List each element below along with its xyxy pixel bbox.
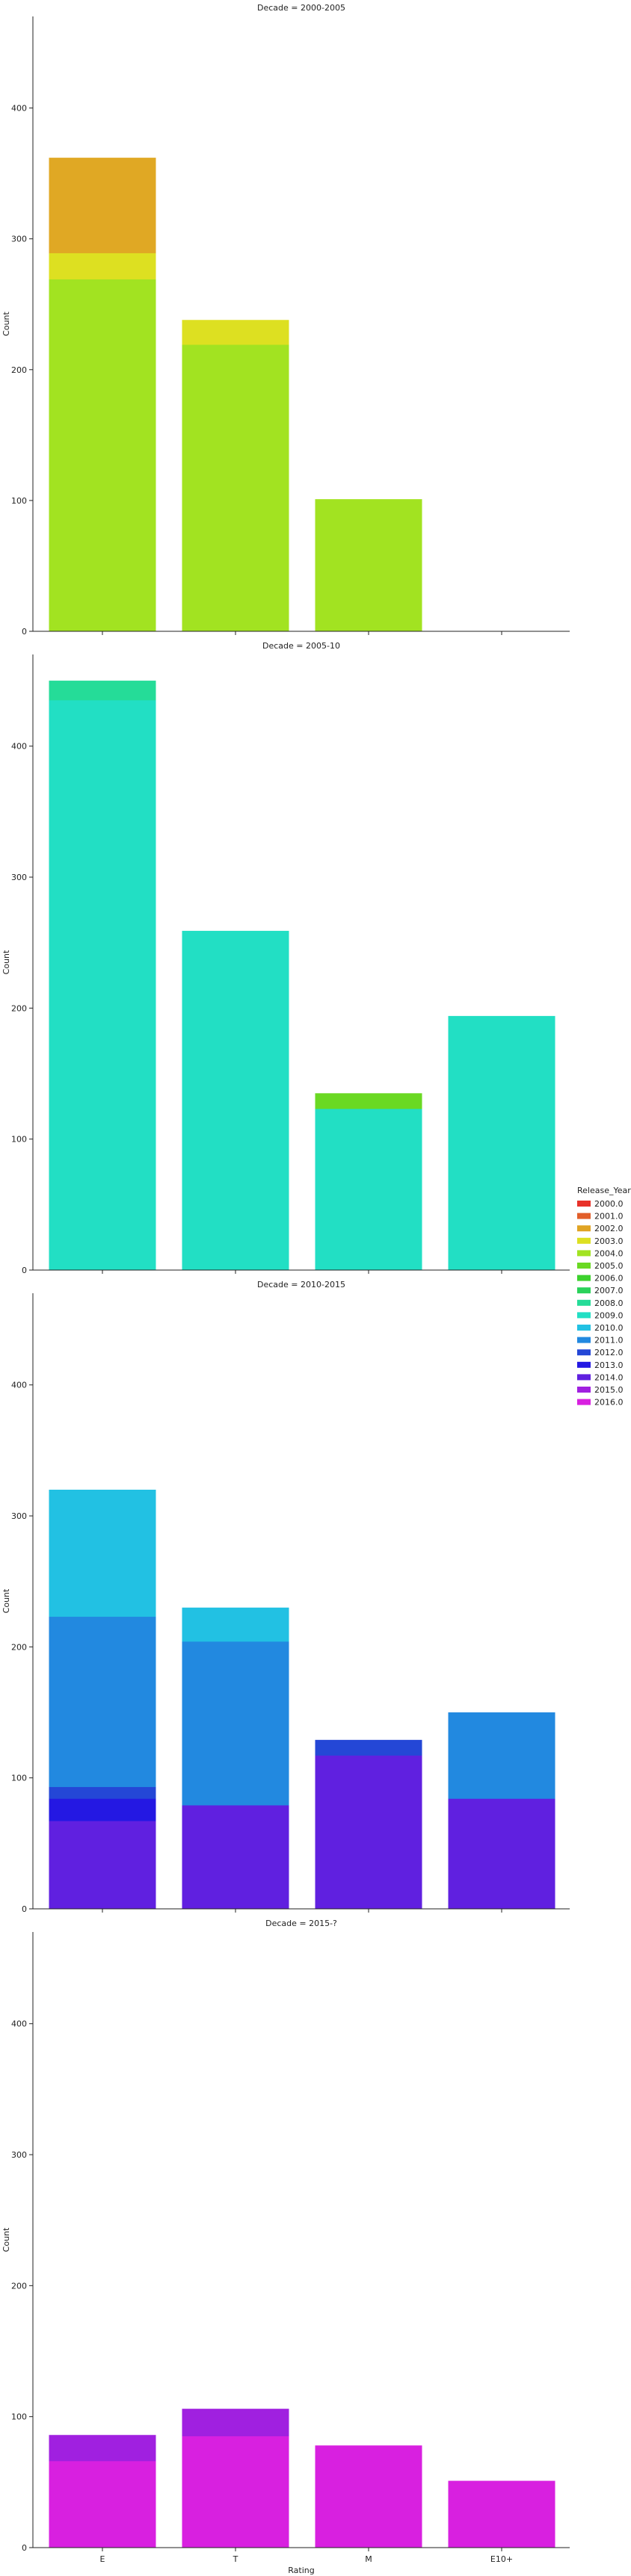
bar-2-T-2014.0 (182, 1805, 289, 1909)
bar-0-E-2004.0 (49, 279, 156, 631)
legend-swatch-2000.0 (577, 1201, 591, 1207)
legend-label-2006.0: 2006.0 (594, 1274, 624, 1284)
y-tick-label-2-100: 100 (11, 1774, 27, 1783)
y-tick-label-3-0: 0 (22, 2543, 27, 2553)
legend-label-2002.0: 2002.0 (594, 1224, 624, 1233)
legend-label-2010.0: 2010.0 (594, 1323, 624, 1333)
x-tick-label-T: T (233, 2554, 238, 2564)
y-tick-label-2-200: 200 (11, 1642, 27, 1652)
bar-0-T-2004.0 (182, 344, 289, 631)
legend-swatch-2004.0 (577, 1250, 591, 1257)
legend-swatch-2006.0 (577, 1275, 591, 1281)
legend-label-2015.0: 2015.0 (594, 1385, 624, 1395)
legend-swatch-2014.0 (577, 1374, 591, 1381)
legend-label-2001.0: 2001.0 (594, 1212, 624, 1222)
legend-swatch-2010.0 (577, 1325, 591, 1331)
legend-label-2014.0: 2014.0 (594, 1372, 624, 1382)
bar-1-T-2009.0 (182, 930, 289, 1270)
legend-label-2005.0: 2005.0 (594, 1261, 624, 1271)
facet-title-2: Decade = 2010-2015 (257, 1280, 345, 1289)
bar-0-M-2004.0 (315, 499, 422, 631)
y-tick-label-0-0: 0 (22, 627, 27, 637)
y-tick-label-1-0: 0 (22, 1266, 27, 1275)
x-tick-label-E10+: E10+ (490, 2554, 513, 2564)
y-tick-label-2-400: 400 (11, 1381, 27, 1390)
y-axis-label-2: Count (1, 1588, 11, 1613)
legend-swatch-2002.0 (577, 1225, 591, 1232)
y-tick-label-0-200: 200 (11, 365, 27, 375)
legend-label-2003.0: 2003.0 (594, 1236, 624, 1246)
legend-swatch-2003.0 (577, 1237, 591, 1244)
facet-title-1: Decade = 2005-10 (262, 641, 340, 651)
y-tick-label-1-200: 200 (11, 1003, 27, 1013)
legend-label-2000.0: 2000.0 (594, 1199, 624, 1209)
legend-swatch-2001.0 (577, 1213, 591, 1219)
legend-label-2016.0: 2016.0 (594, 1398, 624, 1408)
legend-swatch-2016.0 (577, 1399, 591, 1405)
legend-label-2007.0: 2007.0 (594, 1286, 624, 1295)
y-tick-label-3-400: 400 (11, 2019, 27, 2029)
bar-2-E10+-2014.0 (448, 1798, 555, 1909)
legend-swatch-2013.0 (577, 1361, 591, 1368)
y-tick-label-3-300: 300 (11, 2150, 27, 2160)
legend-label-2013.0: 2013.0 (594, 1360, 624, 1370)
legend-swatch-2015.0 (577, 1387, 591, 1393)
legend-swatch-2011.0 (577, 1337, 591, 1343)
bar-3-T-2016.0 (182, 2436, 289, 2548)
y-tick-label-1-300: 300 (11, 873, 27, 882)
x-axis-label: Rating (288, 2566, 314, 2575)
y-tick-label-3-100: 100 (11, 2412, 27, 2422)
y-tick-label-2-0: 0 (22, 1904, 27, 1914)
y-tick-label-0-100: 100 (11, 496, 27, 506)
bar-1-E-2009.0 (49, 700, 156, 1270)
bar-3-E10+-2016.0 (448, 2480, 555, 2548)
y-axis-label-1: Count (1, 950, 11, 974)
facet-title-3: Decade = 2015-? (265, 1919, 337, 1928)
bar-2-E-2014.0 (49, 1821, 156, 1909)
facet-title-0: Decade = 2000-2005 (257, 3, 345, 13)
y-tick-label-3-200: 200 (11, 2281, 27, 2291)
legend-swatch-2008.0 (577, 1299, 591, 1306)
y-axis-label-3: Count (1, 2227, 11, 2252)
legend-swatch-2007.0 (577, 1287, 591, 1294)
x-tick-label-E: E (100, 2554, 105, 2564)
legend-label-2012.0: 2012.0 (594, 1348, 624, 1357)
bar-3-E-2016.0 (49, 2461, 156, 2548)
y-axis-label-0: Count (1, 311, 11, 335)
legend-label-2004.0: 2004.0 (594, 1248, 624, 1258)
legend-label-2011.0: 2011.0 (594, 1336, 624, 1346)
legend-swatch-2012.0 (577, 1349, 591, 1356)
bar-1-M-2009.0 (315, 1109, 422, 1270)
y-tick-label-1-400: 400 (11, 742, 27, 752)
y-tick-label-0-300: 300 (11, 235, 27, 244)
y-tick-label-2-300: 300 (11, 1511, 27, 1521)
legend-label-2008.0: 2008.0 (594, 1298, 624, 1308)
bar-3-M-2016.0 (315, 2445, 422, 2548)
y-tick-label-1-100: 100 (11, 1135, 27, 1145)
bar-1-E10+-2009.0 (448, 1015, 555, 1270)
legend-label-2009.0: 2009.0 (594, 1310, 624, 1320)
legend-title: Release_Year (577, 1186, 631, 1195)
x-tick-label-M: M (365, 2554, 372, 2564)
legend-swatch-2009.0 (577, 1312, 591, 1319)
y-tick-label-0-400: 400 (11, 104, 27, 114)
legend-swatch-2005.0 (577, 1263, 591, 1269)
bar-2-M-2014.0 (315, 1755, 422, 1909)
